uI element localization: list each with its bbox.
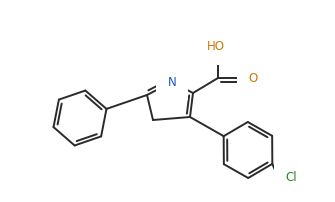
Text: N: N: [168, 76, 176, 88]
Text: HO: HO: [207, 40, 225, 54]
Text: Cl: Cl: [285, 171, 297, 184]
Text: O: O: [248, 72, 258, 84]
